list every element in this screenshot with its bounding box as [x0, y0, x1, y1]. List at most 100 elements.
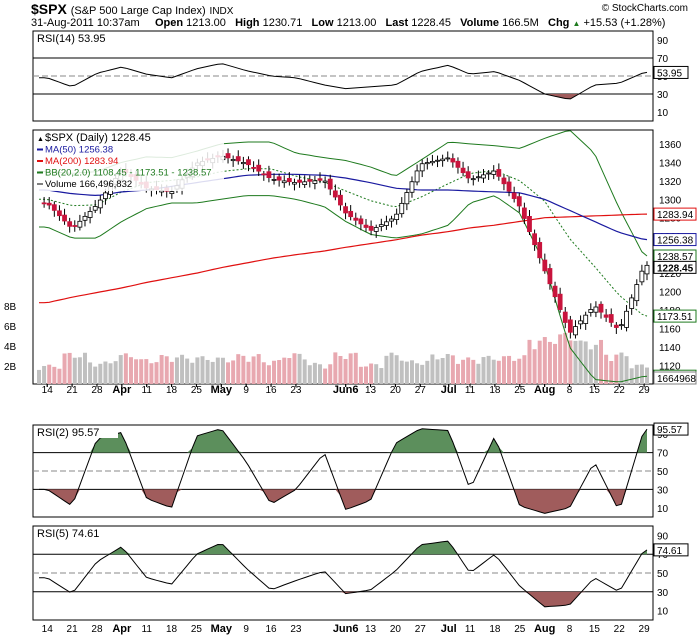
candle-body — [465, 171, 471, 179]
legend-label: MA(200) 1283.94 — [45, 156, 118, 167]
volume-bar — [47, 364, 52, 384]
candle-body — [169, 191, 175, 195]
candle-body — [276, 176, 282, 181]
price-tag-box — [653, 309, 697, 323]
volume-bar — [583, 341, 588, 384]
rsi2-y-tick: 10 — [657, 504, 669, 515]
volume-bar — [231, 360, 236, 384]
candle-body — [230, 158, 236, 162]
volume-bar — [537, 340, 542, 384]
volume-bar — [282, 357, 287, 384]
volume-bar — [77, 357, 82, 384]
legend-label: MA(50) 1256.38 — [45, 145, 113, 156]
volume-bar — [210, 361, 215, 384]
rsi14-y-tick: 10 — [657, 108, 669, 119]
rsi5-y-tick: 30 — [657, 588, 669, 599]
x-tick-label-bottom: May — [211, 623, 233, 635]
price-y-tick: 1200 — [659, 288, 682, 299]
x-tick-label-middle: 27 — [415, 385, 427, 396]
x-tick-label-middle: 18 — [489, 385, 501, 396]
candle-body — [608, 314, 614, 323]
candle-body — [394, 213, 400, 221]
candle-body — [613, 324, 619, 328]
rsi5-last-value: 74.61 — [657, 546, 682, 557]
candle-body — [271, 178, 277, 181]
volume-bar — [215, 357, 220, 384]
legend-series-icon: ▲ — [37, 136, 44, 143]
volume-bar — [272, 360, 277, 384]
rsi2-line — [39, 428, 648, 514]
volume-bar — [634, 364, 639, 384]
candle-body — [557, 293, 563, 310]
volume-bar — [37, 369, 41, 384]
candle-body — [578, 320, 583, 325]
volume-bar — [180, 354, 185, 384]
high-value: 1230.71 — [262, 17, 303, 29]
candle-body — [562, 311, 568, 323]
candle-body — [256, 164, 262, 172]
volume-bar — [542, 337, 547, 384]
volume-bar — [553, 343, 558, 384]
candle-body — [297, 179, 302, 183]
candle-body — [281, 180, 287, 184]
x-tick-label-bottom: 15 — [589, 624, 601, 635]
volume-bar — [558, 334, 563, 384]
volume-bar — [614, 354, 619, 384]
price-tag-box — [653, 233, 697, 247]
candle-body — [634, 284, 640, 302]
candle-body — [445, 157, 451, 160]
volume-bar — [42, 365, 47, 384]
rsi14-line — [39, 63, 648, 100]
rsi5-overbought-fill — [39, 541, 647, 555]
price-tag-value: 1283.94 — [657, 210, 694, 221]
x-tick-label-bottom: Aug — [534, 623, 555, 635]
volume-bar — [302, 359, 307, 384]
volume-bar — [134, 359, 139, 384]
candle-body — [51, 204, 57, 211]
volume-bar — [629, 368, 634, 384]
candle-body — [506, 181, 512, 192]
volume-bar — [323, 368, 328, 384]
volume-bar — [118, 355, 123, 384]
volume-bar — [420, 364, 425, 384]
x-tick-label-bottom: 9 — [243, 624, 249, 635]
ma200-line — [39, 213, 648, 304]
candle-body — [225, 153, 231, 159]
x-tick-label-bottom: 29 — [639, 624, 651, 635]
candle-body — [430, 161, 435, 164]
candle-body — [332, 190, 338, 198]
candle-body — [97, 199, 103, 209]
rsi2-title-bg — [34, 426, 118, 438]
candle-body — [619, 324, 624, 327]
volume-bar — [348, 353, 353, 384]
candle-body — [302, 181, 308, 185]
candle-body — [567, 319, 573, 333]
price-y-tick: 1160 — [659, 325, 681, 336]
candle-body — [389, 218, 394, 222]
volume-bar — [624, 356, 629, 384]
volume-bar — [547, 341, 552, 384]
volume-bar — [318, 364, 323, 384]
volume-bar — [93, 366, 98, 384]
volume-bar — [399, 360, 404, 384]
volume-bar — [619, 352, 624, 384]
rsi5-last-tag — [653, 543, 689, 557]
x-tick-label-bottom: 28 — [91, 624, 103, 635]
volume-bar — [200, 356, 205, 384]
candle-body — [348, 210, 354, 218]
candle-body — [516, 196, 522, 207]
candle-body — [588, 309, 594, 313]
candle-body — [312, 180, 318, 184]
price-y-tick: 1140 — [659, 343, 681, 354]
volume-bar — [88, 362, 93, 384]
candle-body — [450, 158, 456, 163]
volume-bar — [164, 356, 169, 384]
volume-bar — [363, 366, 368, 384]
candle-body — [583, 314, 589, 324]
x-tick-label-bottom: 18 — [489, 624, 501, 635]
price-y-tick: 1360 — [659, 140, 682, 151]
rsi5-title: RSI(5) 74.61 — [37, 528, 99, 540]
price-tag-value: 1664968 — [657, 374, 696, 385]
volume-bar — [389, 352, 394, 384]
